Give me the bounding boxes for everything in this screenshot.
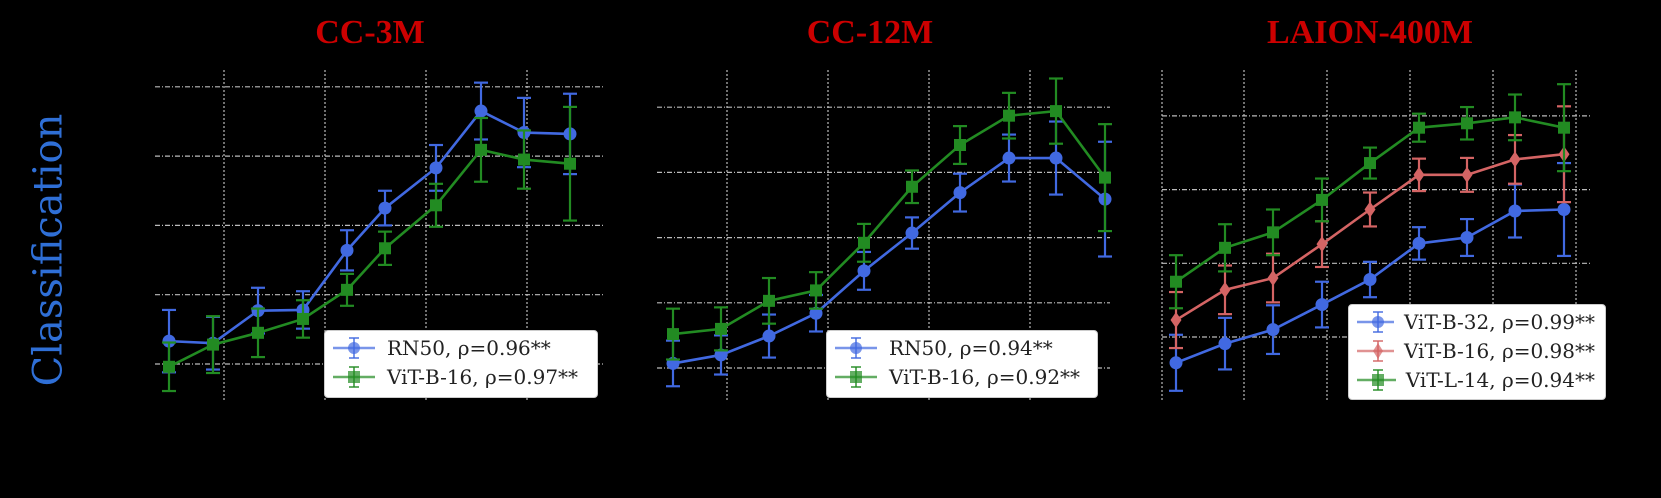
series-2 <box>1169 83 1571 310</box>
legend-label: RN50, ρ=0.96** <box>387 335 551 360</box>
square-marker-icon <box>1357 368 1396 391</box>
legend-label: ViT-B-16, ρ=0.97** <box>387 364 579 389</box>
legend-1: RN50, ρ=0.94** ViT-B-16, ρ=0.92** <box>826 330 1098 398</box>
diamond-marker-icon <box>1357 339 1394 362</box>
legend-label: ViT-B-16, ρ=0.98** <box>1403 338 1595 363</box>
legend-entry: ViT-B-16, ρ=0.98** <box>1355 336 1595 365</box>
circle-marker-icon <box>835 336 877 359</box>
legend-0: RN50, ρ=0.96** ViT-B-16, ρ=0.97** <box>324 330 598 398</box>
series-1 <box>666 77 1112 361</box>
legend-entry: ViT-B-16, ρ=0.97** <box>331 362 587 391</box>
legend-label: RN50, ρ=0.94** <box>889 335 1053 360</box>
series-0 <box>1169 161 1571 392</box>
chart-title-cc12m: CC-12M <box>806 14 934 51</box>
chart-title-laion: LAION-400M <box>1267 14 1473 51</box>
chart-title-cc3m: CC-3M <box>315 14 425 51</box>
circle-marker-icon <box>333 336 375 359</box>
legend-label: ViT-B-32, ρ=0.99** <box>1403 309 1595 334</box>
legend-entry: RN50, ρ=0.94** <box>833 333 1087 362</box>
legend-label: ViT-L-14, ρ=0.94** <box>1405 367 1595 392</box>
legend-entry: ViT-B-32, ρ=0.99** <box>1355 307 1595 336</box>
square-marker-icon <box>333 365 375 388</box>
series-1 <box>162 105 577 393</box>
legend-2: ViT-B-32, ρ=0.99** ViT-B-16, ρ=0.98** ViT-… <box>1348 304 1606 400</box>
legend-entry: ViT-B-16, ρ=0.92** <box>833 362 1087 391</box>
legend-label: ViT-B-16, ρ=0.92** <box>889 364 1081 389</box>
plot-panel-2 <box>1161 70 1590 402</box>
circle-marker-icon <box>1357 310 1394 333</box>
legend-entry: RN50, ρ=0.96** <box>331 333 587 362</box>
square-marker-icon <box>835 365 877 388</box>
legend-entry: ViT-L-14, ρ=0.94** <box>1355 365 1595 394</box>
